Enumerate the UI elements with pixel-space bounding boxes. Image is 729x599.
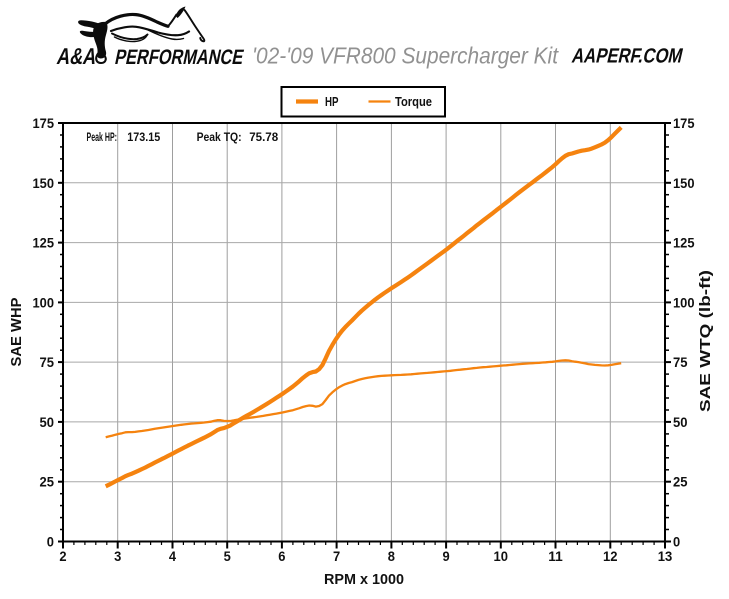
- svg-text:75: 75: [40, 354, 55, 370]
- svg-text:25: 25: [40, 474, 55, 490]
- svg-text:SAE WHP: SAE WHP: [8, 298, 25, 367]
- svg-text:50: 50: [40, 414, 55, 430]
- svg-text:75: 75: [673, 354, 688, 370]
- svg-text:125: 125: [673, 235, 695, 251]
- svg-text:2: 2: [59, 548, 66, 564]
- svg-text:175: 175: [673, 115, 695, 131]
- svg-text:173.15: 173.15: [127, 130, 160, 144]
- svg-text:6: 6: [278, 548, 285, 564]
- svg-text:RPM x 1000: RPM x 1000: [324, 571, 404, 588]
- svg-text:Torque: Torque: [395, 95, 432, 109]
- svg-text:7: 7: [333, 548, 340, 564]
- svg-text:PERFORMANCE: PERFORMANCE: [113, 46, 246, 69]
- svg-text:Peak HP:: Peak HP:: [87, 130, 118, 144]
- svg-text:13: 13: [658, 548, 673, 564]
- svg-text:150: 150: [673, 175, 695, 191]
- svg-text:150: 150: [33, 175, 55, 191]
- svg-text:175: 175: [33, 115, 55, 131]
- svg-text:AAPERF.COM: AAPERF.COM: [570, 45, 685, 68]
- svg-text:HP: HP: [325, 95, 339, 109]
- svg-text:3: 3: [114, 548, 121, 564]
- svg-text:11: 11: [548, 548, 563, 564]
- svg-text:9: 9: [443, 548, 450, 564]
- svg-text:5: 5: [224, 548, 231, 564]
- svg-text:75.78: 75.78: [249, 130, 278, 144]
- svg-text:50: 50: [673, 414, 688, 430]
- svg-text:100: 100: [673, 294, 695, 310]
- svg-text:12: 12: [603, 548, 618, 564]
- svg-text:A&A: A&A: [55, 43, 100, 69]
- svg-text:'02-'09 VFR800 Supercharger Ki: '02-'09 VFR800 Supercharger Kit: [252, 43, 559, 69]
- svg-text:0: 0: [673, 534, 680, 550]
- svg-text:8: 8: [388, 548, 395, 564]
- svg-text:0: 0: [47, 534, 54, 550]
- svg-text:4: 4: [169, 548, 176, 564]
- svg-text:125: 125: [33, 235, 55, 251]
- svg-text:Peak TQ:: Peak TQ:: [197, 130, 242, 144]
- svg-text:10: 10: [494, 548, 509, 564]
- svg-text:100: 100: [33, 294, 55, 310]
- svg-text:SAE WTQ (lb-ft): SAE WTQ (lb-ft): [697, 270, 714, 412]
- svg-text:25: 25: [673, 474, 688, 490]
